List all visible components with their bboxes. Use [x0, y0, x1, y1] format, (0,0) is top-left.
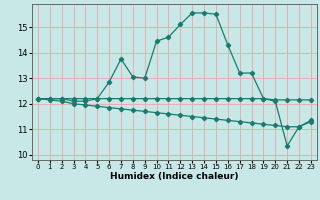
X-axis label: Humidex (Indice chaleur): Humidex (Indice chaleur) — [110, 172, 239, 181]
